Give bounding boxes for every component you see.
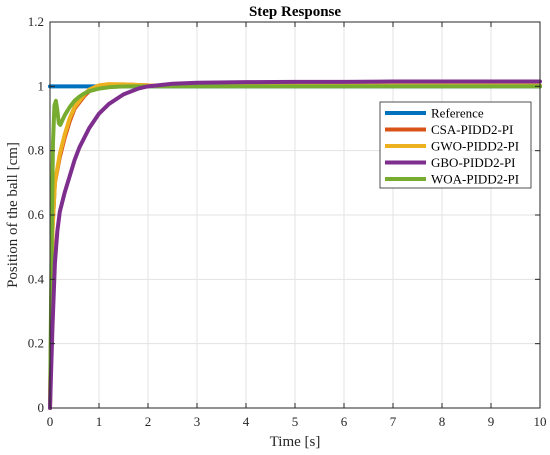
x-tick-label: 10 (534, 414, 547, 429)
plot-area (48, 79, 542, 410)
legend-label: WOA-PIDD2-PI (431, 172, 519, 187)
y-tick-label: 0.4 (28, 271, 45, 286)
axis-ticks: 0 1 2 3 4 5 6 7 8 9 10 0 0.2 0.4 0.6 0.8 1 1.2 (28, 14, 547, 429)
y-tick-label: 0 (38, 400, 45, 415)
x-tick-label: 7 (390, 414, 397, 429)
series-line-woa-pidd2-pi (48, 84, 542, 410)
x-axis-label: Time [s] (270, 434, 321, 450)
series-line-gbo-pidd2-pi (48, 79, 542, 410)
y-tick-label: 1 (38, 78, 45, 93)
x-tick-label: 4 (243, 414, 250, 429)
x-tick-label: 2 (145, 414, 152, 429)
x-tick-label: 5 (292, 414, 299, 429)
y-tick-label: 1.2 (28, 14, 44, 29)
x-tick-label: 3 (194, 414, 201, 429)
x-tick-label: 6 (341, 414, 348, 429)
x-tick-label: 0 (47, 414, 54, 429)
y-tick-label: 0.8 (28, 143, 44, 158)
y-tick-label: 0.6 (28, 207, 45, 222)
legend-label: GWO-PIDD2-PI (431, 139, 519, 154)
chart-title: Step Response (249, 4, 341, 20)
legend-label: CSA-PIDD2-PI (431, 122, 513, 137)
y-axis-label: Position of the ball [cm] (5, 142, 21, 288)
legend-label: GBO-PIDD2-PI (431, 155, 516, 170)
y-tick-label: 0.2 (28, 336, 44, 351)
x-tick-label: 1 (96, 414, 103, 429)
x-tick-label: 8 (439, 414, 446, 429)
legend-label: Reference (431, 106, 484, 121)
x-tick-label: 9 (488, 414, 495, 429)
